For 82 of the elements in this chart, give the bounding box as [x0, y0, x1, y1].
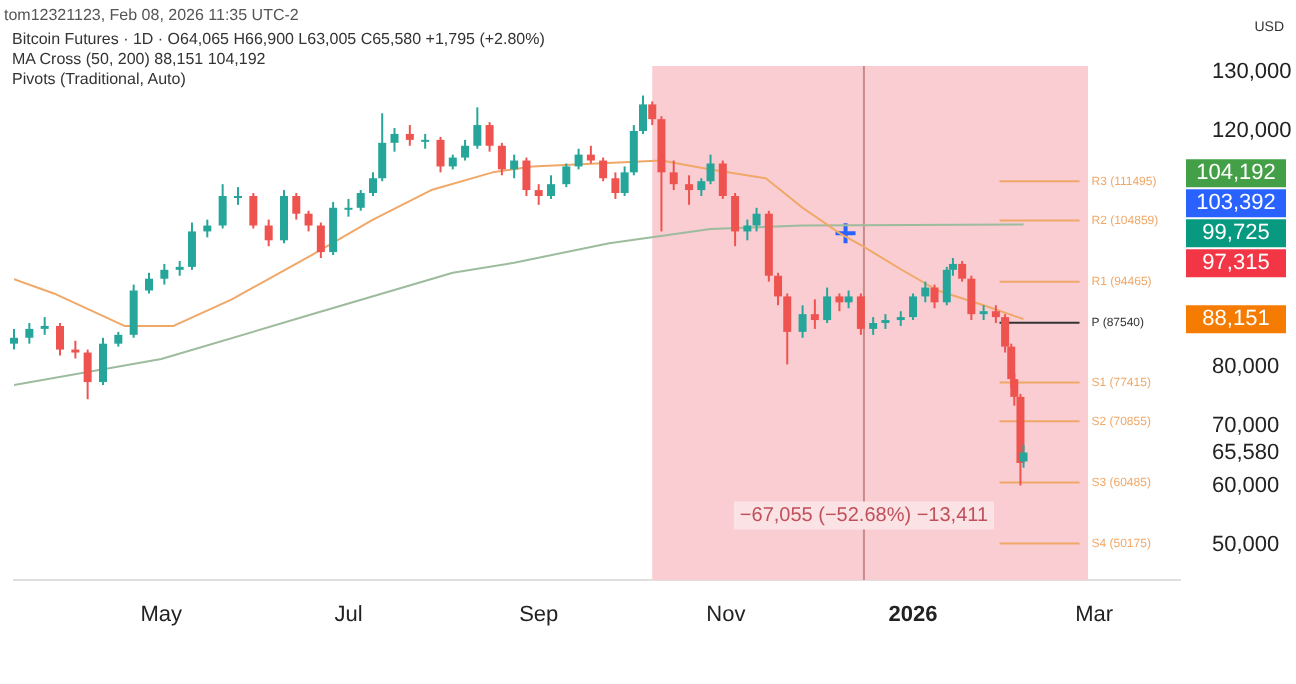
candlestick: [783, 292, 792, 366]
x-tick-label: 2026: [888, 603, 938, 628]
candlestick: [685, 174, 694, 206]
annotation: −67,055 (−52.68%) −13,411: [739, 505, 989, 528]
text: 104,192: [1196, 161, 1276, 186]
candlestick: [942, 265, 951, 307]
candlestick: [316, 221, 325, 260]
candlestick: [774, 271, 783, 307]
text: 88,151: [1202, 307, 1270, 332]
candlestick: [461, 138, 470, 162]
y-tick-label: 50,000: [1212, 532, 1280, 557]
candlestick: [187, 221, 196, 271]
x-tick-label: Nov: [706, 603, 747, 628]
x-tick-label: May: [140, 603, 184, 628]
candlestick: [810, 298, 819, 330]
candlestick: [390, 127, 399, 153]
candlestick: [329, 200, 338, 257]
y-tick-label: 130,000: [1212, 59, 1292, 84]
candlestick: [856, 292, 865, 336]
candlestick: [510, 153, 519, 180]
candlestick: [534, 183, 543, 206]
candlestick: [562, 162, 571, 189]
candlestick: [639, 94, 648, 135]
candlestick: [83, 348, 92, 401]
candlestick: [369, 171, 378, 197]
candlestick: [930, 283, 939, 310]
candlestick: [264, 218, 273, 248]
candlestick: [798, 304, 807, 339]
chart-subtitle: Bitcoin Futures · 1D · O64,065 H66,900 L63,005 C65,580 +1,795 (+2.80%): [12, 30, 545, 48]
x-tick-label: Jul: [334, 603, 363, 628]
candlestick: [10, 327, 18, 351]
candlestick: [280, 189, 289, 245]
annotation: MA Cross (50, 200) 88,151 104,192: [12, 50, 266, 68]
candlestick: [958, 259, 967, 283]
text: 99,725: [1202, 221, 1270, 246]
candlestick: [378, 112, 387, 183]
candlestick: [249, 192, 258, 230]
chart-title: tom12321123, Feb 08, 2026 11:35 UTC-2: [4, 6, 299, 24]
candlestick: [611, 171, 620, 200]
candlestick: [629, 124, 638, 177]
candlestick: [921, 280, 930, 304]
candlestick: [599, 156, 608, 183]
candlestick: [823, 286, 832, 324]
candlestick: [436, 135, 445, 174]
candlestick: [160, 262, 169, 286]
candlestick: [967, 274, 976, 322]
candlestick: [344, 197, 353, 218]
candlestick: [473, 106, 482, 150]
candlestick: [497, 141, 506, 177]
x-tick-label: Mar: [1075, 603, 1114, 628]
candlestick: [546, 174, 555, 200]
text: 97,315: [1202, 251, 1270, 276]
candlestick: [752, 206, 761, 233]
candlestick: [292, 192, 301, 221]
candlestick: [25, 322, 34, 345]
candlestick: [356, 189, 365, 212]
candlestick: [218, 183, 227, 230]
candlestick: [909, 292, 918, 322]
candlestick: [574, 147, 583, 171]
y-tick-label: 60,000: [1212, 473, 1280, 498]
candlestick: [706, 153, 715, 186]
candlestick: [129, 283, 138, 339]
candlestick: [405, 124, 414, 147]
candlestick: [731, 192, 740, 248]
candlestick: [522, 156, 531, 197]
candlestick: [56, 322, 65, 357]
y-tick-label: 120,000: [1212, 119, 1292, 144]
candlestick: [304, 209, 313, 233]
y-tick-label: 70,000: [1212, 414, 1280, 439]
text: 103,392: [1196, 191, 1276, 216]
candlestick: [145, 271, 154, 295]
candlestick: [98, 336, 107, 387]
y-tick-label: 80,000: [1212, 355, 1280, 380]
candlestick: [669, 159, 678, 192]
candlestick: [234, 186, 242, 206]
candlestick: [620, 165, 629, 197]
y-tick-label: 65,580: [1212, 440, 1280, 465]
candlestick: [485, 121, 494, 153]
annotation: Pivots (Traditional, Auto): [12, 70, 186, 88]
x-tick-label: Sep: [519, 603, 559, 628]
candlestick: [648, 100, 657, 127]
candlestick: [718, 159, 727, 200]
